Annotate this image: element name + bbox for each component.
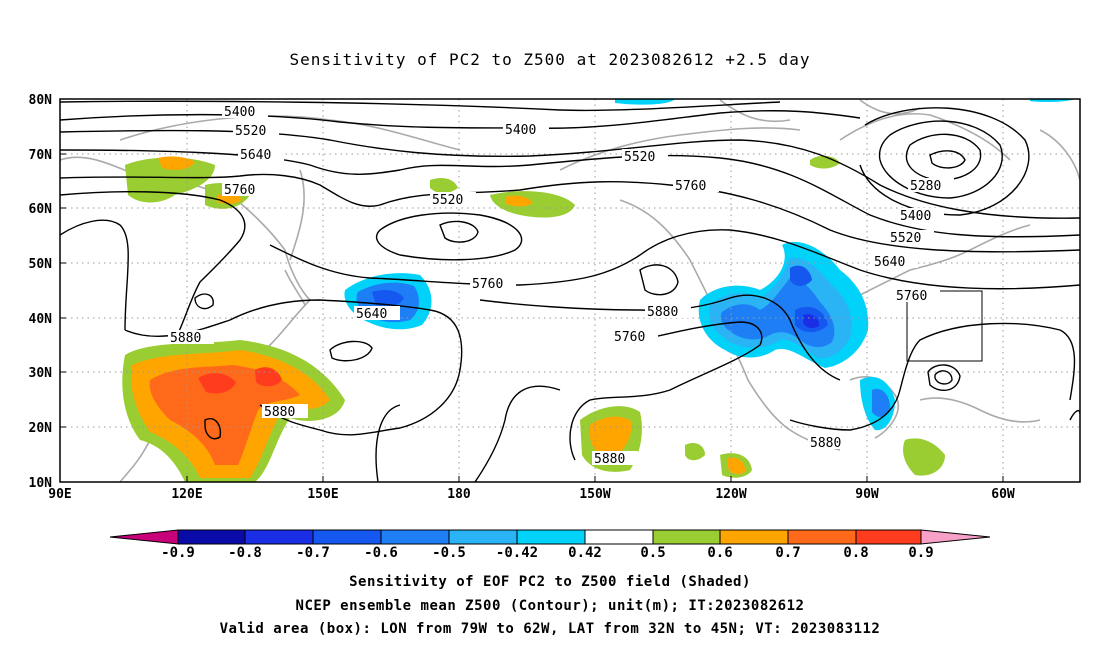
colorbar-segment <box>177 529 246 545</box>
valid-area-box <box>906 290 983 362</box>
longitude-labels: 90E 120E 150E 180 150W 120W 90W 60W <box>48 487 1015 502</box>
contour-label: 5520 <box>432 193 463 208</box>
contour-label-boxes <box>168 104 954 465</box>
contour-label: 5880 <box>594 452 625 467</box>
map-title: Sensitivity of PC2 to Z500 at 2023082612… <box>289 50 811 69</box>
colorbar-left-triangle <box>109 529 179 545</box>
lat-label: 30N <box>29 366 53 381</box>
lon-label: 120W <box>715 487 746 502</box>
contour-label: 5520 <box>890 231 921 246</box>
colorbar-label: 0.9 <box>908 545 933 561</box>
contour-label: 5400 <box>900 209 931 224</box>
contour-label: 5280 <box>910 179 941 194</box>
colorbar-label: -0.5 <box>432 545 466 561</box>
colorbar-segment <box>652 529 721 545</box>
colorbar-segment <box>584 529 654 545</box>
lat-label: 10N <box>29 476 53 491</box>
colorbar-segment <box>312 529 382 545</box>
contour-label: 5640 <box>874 255 905 270</box>
contour-label: 5760 <box>896 289 927 304</box>
lon-label: 60W <box>991 487 1015 502</box>
colorbar-label: -0.42 <box>496 545 538 561</box>
contour-label: 5760 <box>614 330 645 345</box>
grid-lines <box>60 99 1080 482</box>
colorbar-label: -0.9 <box>161 545 195 561</box>
contour-label: 5760 <box>472 277 503 292</box>
contour-label: 5640 <box>240 148 271 163</box>
colorbar-label: 0.8 <box>843 545 868 561</box>
caption-line-2: NCEP ensemble mean Z500 (Contour); unit(… <box>295 598 805 614</box>
colorbar-segment <box>448 529 518 545</box>
colorbar-segment <box>380 529 450 545</box>
lon-label: 120E <box>171 487 202 502</box>
contour-label: 5880 <box>264 405 295 420</box>
lat-label: 80N <box>29 93 53 108</box>
contour-label: 5760 <box>224 183 255 198</box>
contour-label: 5760 <box>675 179 706 194</box>
colorbar-label: 0.5 <box>640 545 665 561</box>
colorbar-label: 0.6 <box>707 545 732 561</box>
colorbar <box>109 529 991 545</box>
contour-label: 5880 <box>810 436 841 451</box>
colorbar-segment <box>244 529 314 545</box>
colorbar-label: 0.7 <box>775 545 800 561</box>
colorbar-label: -0.6 <box>364 545 398 561</box>
colorbar-label: 0.42 <box>568 545 602 561</box>
lon-label: 90W <box>855 487 879 502</box>
contour-label: 5640 <box>356 307 387 322</box>
colorbar-segment <box>787 529 857 545</box>
lon-label: 150W <box>579 487 610 502</box>
contour-labels: 5400 5520 5640 5760 5400 5520 5520 5760 … <box>170 105 941 467</box>
latitude-labels: 80N 70N 60N 50N 40N 30N 20N 10N <box>29 93 53 491</box>
colorbar-segment <box>855 529 922 545</box>
axis-ticks <box>60 153 1004 482</box>
colorbar-labels: -0.9 -0.8 -0.7 -0.6 -0.5 -0.42 0.42 0.5 … <box>161 545 934 561</box>
colorbar-segment <box>719 529 789 545</box>
contour-label: 5400 <box>224 105 255 120</box>
lon-label: 90E <box>48 487 71 502</box>
contour-label: 5520 <box>624 150 655 165</box>
caption-line-1: Sensitivity of EOF PC2 to Z500 field (Sh… <box>349 574 751 590</box>
lat-label: 60N <box>29 202 53 217</box>
map-frame <box>59 98 1081 483</box>
lat-label: 70N <box>29 148 53 163</box>
colorbar-segment <box>516 529 586 545</box>
lon-label: 180 <box>447 487 471 502</box>
contour-label: 5880 <box>647 305 678 320</box>
contour-label: 5400 <box>505 123 536 138</box>
lat-label: 40N <box>29 312 53 327</box>
contour-label: 5880 <box>170 331 201 346</box>
colorbar-label: -0.7 <box>296 545 330 561</box>
lat-label: 50N <box>29 257 53 272</box>
lat-label: 20N <box>29 421 53 436</box>
colorbar-right-triangle <box>920 529 991 545</box>
colorbar-label: -0.8 <box>228 545 262 561</box>
contour-label: 5520 <box>235 124 266 139</box>
z500-contours <box>60 100 1080 482</box>
lon-label: 150E <box>307 487 338 502</box>
caption-line-3: Valid area (box): LON from 79W to 62W, L… <box>219 621 881 637</box>
